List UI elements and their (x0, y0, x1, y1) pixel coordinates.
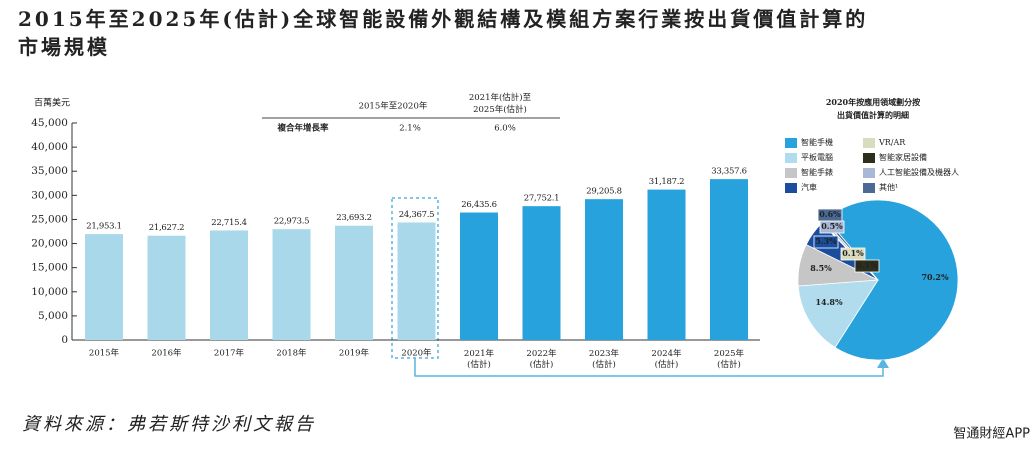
arrow-head (877, 358, 889, 368)
pie-slice (797, 279, 879, 349)
value-label: 29,205.8 (586, 187, 621, 197)
legend-swatch (863, 168, 875, 178)
slice-label: 0.6% (819, 209, 841, 219)
arrow-line (414, 358, 884, 377)
value-label: 22,715.4 (211, 218, 246, 228)
value-label: 26,435.6 (461, 200, 496, 210)
bar (272, 229, 311, 340)
label-box (840, 247, 866, 261)
bar (710, 179, 748, 340)
y-tick-label: 0 (61, 334, 68, 346)
legend-label: 人工智能設備及機器人 (879, 167, 959, 177)
legend-swatch (785, 168, 797, 178)
x-tick-label: 2015年 (89, 348, 120, 359)
bar (647, 189, 686, 340)
y-axis-label: 百萬美元 (34, 97, 70, 109)
x-tick-label: 2025年(估計) (714, 348, 745, 370)
bar (460, 212, 498, 340)
value-label: 31,187.2 (649, 177, 684, 187)
table-row-label: 複合年增長率 (276, 123, 329, 134)
table-cell: 6.0% (494, 124, 516, 134)
bar (522, 206, 561, 340)
watermark: 智通財經APP (953, 427, 1030, 442)
x-tick-label: 2017年 (214, 348, 245, 359)
y-tick-label: 15,000 (31, 262, 68, 274)
legend-label: 汽車 (801, 182, 817, 192)
value-label: 27,752.1 (524, 194, 559, 204)
x-tick-label: 2023年(估計) (589, 348, 620, 370)
legend-swatch (785, 138, 797, 148)
x-tick-label: 2019年 (339, 348, 370, 359)
chart-title: 2015年至2025年(估計)全球智能設備外觀結構及模組方案行業按出貨價值計算的… (18, 7, 868, 59)
y-tick-label: 25,000 (31, 213, 68, 225)
legend-swatch (785, 153, 797, 163)
bar (147, 235, 186, 340)
value-label: 21,953.1 (86, 222, 121, 232)
table-header: 2015年至2020年 (359, 101, 428, 112)
value-label: 33,357.6 (711, 167, 746, 177)
legend-swatch (863, 183, 875, 193)
slice-label: 8.5% (810, 263, 832, 273)
x-tick-label: 2020年 (401, 348, 432, 359)
x-tick-label: 2021年(估計) (464, 348, 495, 370)
slice-label: 0.1% (842, 248, 864, 258)
y-tick-label: 35,000 (31, 165, 68, 177)
legend-swatch (785, 183, 797, 193)
legend-label: 其他¹ (879, 182, 898, 192)
label-box (813, 235, 839, 249)
legend-label: 智能手機 (801, 137, 833, 147)
table-header: 2021年(估計)至 2025年(估計) (469, 92, 532, 115)
value-label: 21,627.2 (149, 223, 184, 233)
legend-swatch (863, 138, 875, 148)
label-box (854, 259, 880, 273)
slice-label: 70.2% (921, 272, 948, 282)
x-tick-label: 2016年 (151, 348, 182, 359)
pie-title: 2020年按應用領域劃分按出貨價值計算的明細 (826, 97, 920, 120)
legend-label: VR/AR (878, 138, 906, 147)
legend-swatch (863, 153, 875, 163)
label-box (817, 208, 843, 222)
x-tick-label: 2024年(估計) (651, 348, 682, 370)
bar (85, 234, 123, 340)
x-tick-label: 2022年(估計) (526, 348, 557, 370)
y-tick-label: 5,000 (38, 310, 68, 322)
y-tick-label: 30,000 (31, 189, 68, 201)
source: 資料來源：弗若斯特沙利文報告 (22, 414, 316, 435)
legend-label: 智能手錶 (801, 167, 833, 177)
bar (210, 230, 248, 340)
value-label: 24,367.5 (399, 210, 434, 220)
table-cell: 2.1% (399, 124, 421, 134)
y-tick-label: 20,000 (31, 238, 68, 250)
legend-label: 智能家居設備 (879, 152, 927, 162)
slice-label: 0.5% (821, 221, 843, 231)
y-tick-label: 45,000 (31, 117, 68, 129)
slice-label: 14.8% (815, 297, 842, 307)
x-tick-label: 2018年 (276, 348, 307, 359)
slice-label: 0.1% (856, 260, 878, 270)
legend-label: 平板電腦 (801, 152, 833, 162)
value-label: 22,973.5 (274, 217, 309, 227)
bar (397, 222, 436, 340)
y-tick-label: 10,000 (31, 286, 68, 298)
value-label: 23,693.2 (336, 213, 371, 223)
y-tick-label: 40,000 (31, 141, 68, 153)
bar (585, 199, 623, 340)
pie-slice (826, 199, 959, 361)
slice-label: 5.3% (815, 236, 837, 246)
bar (335, 225, 373, 340)
